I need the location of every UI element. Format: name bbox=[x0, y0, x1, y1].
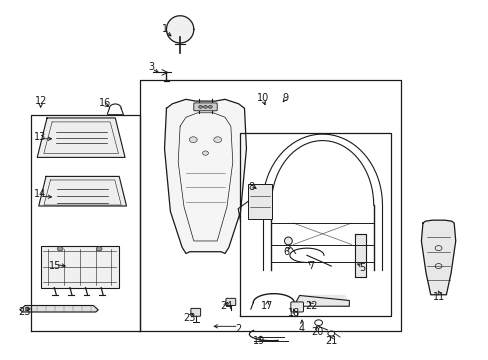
Text: 15: 15 bbox=[49, 261, 61, 271]
Polygon shape bbox=[39, 176, 126, 206]
Polygon shape bbox=[166, 16, 193, 43]
Text: 14: 14 bbox=[34, 189, 46, 199]
Circle shape bbox=[203, 105, 207, 108]
Text: 16: 16 bbox=[99, 98, 111, 108]
FancyBboxPatch shape bbox=[290, 302, 303, 312]
Text: 5: 5 bbox=[359, 263, 365, 273]
Polygon shape bbox=[421, 220, 455, 295]
Text: 2: 2 bbox=[235, 324, 241, 334]
Circle shape bbox=[202, 151, 208, 155]
FancyBboxPatch shape bbox=[190, 309, 200, 316]
Text: 13: 13 bbox=[34, 132, 46, 142]
Text: 19: 19 bbox=[252, 336, 264, 346]
FancyBboxPatch shape bbox=[193, 103, 217, 111]
Text: 1: 1 bbox=[162, 24, 168, 35]
Text: 24: 24 bbox=[219, 301, 232, 311]
Circle shape bbox=[208, 105, 212, 108]
FancyBboxPatch shape bbox=[247, 184, 272, 219]
Text: 17: 17 bbox=[261, 301, 273, 311]
Text: 8: 8 bbox=[248, 182, 254, 192]
Text: 25: 25 bbox=[18, 307, 30, 317]
Circle shape bbox=[213, 137, 221, 143]
FancyBboxPatch shape bbox=[225, 298, 235, 306]
Text: 9: 9 bbox=[282, 93, 287, 103]
Text: 18: 18 bbox=[287, 309, 300, 318]
Polygon shape bbox=[295, 296, 348, 306]
Ellipse shape bbox=[284, 237, 292, 245]
Polygon shape bbox=[37, 118, 125, 157]
Text: 4: 4 bbox=[298, 324, 305, 334]
Circle shape bbox=[189, 137, 197, 143]
Text: 23: 23 bbox=[183, 313, 196, 323]
Circle shape bbox=[198, 105, 202, 108]
FancyBboxPatch shape bbox=[41, 246, 119, 288]
Text: 12: 12 bbox=[35, 96, 47, 106]
Text: 20: 20 bbox=[310, 327, 323, 337]
Text: 22: 22 bbox=[305, 301, 317, 311]
Polygon shape bbox=[20, 306, 98, 312]
Text: 11: 11 bbox=[432, 292, 445, 302]
Text: 21: 21 bbox=[325, 336, 337, 346]
Circle shape bbox=[96, 247, 102, 251]
Text: 6: 6 bbox=[282, 247, 288, 257]
Polygon shape bbox=[164, 99, 246, 253]
Text: 10: 10 bbox=[256, 93, 268, 103]
Text: 3: 3 bbox=[148, 62, 155, 72]
Circle shape bbox=[57, 247, 63, 251]
Polygon shape bbox=[354, 234, 366, 277]
Text: 7: 7 bbox=[308, 261, 314, 271]
